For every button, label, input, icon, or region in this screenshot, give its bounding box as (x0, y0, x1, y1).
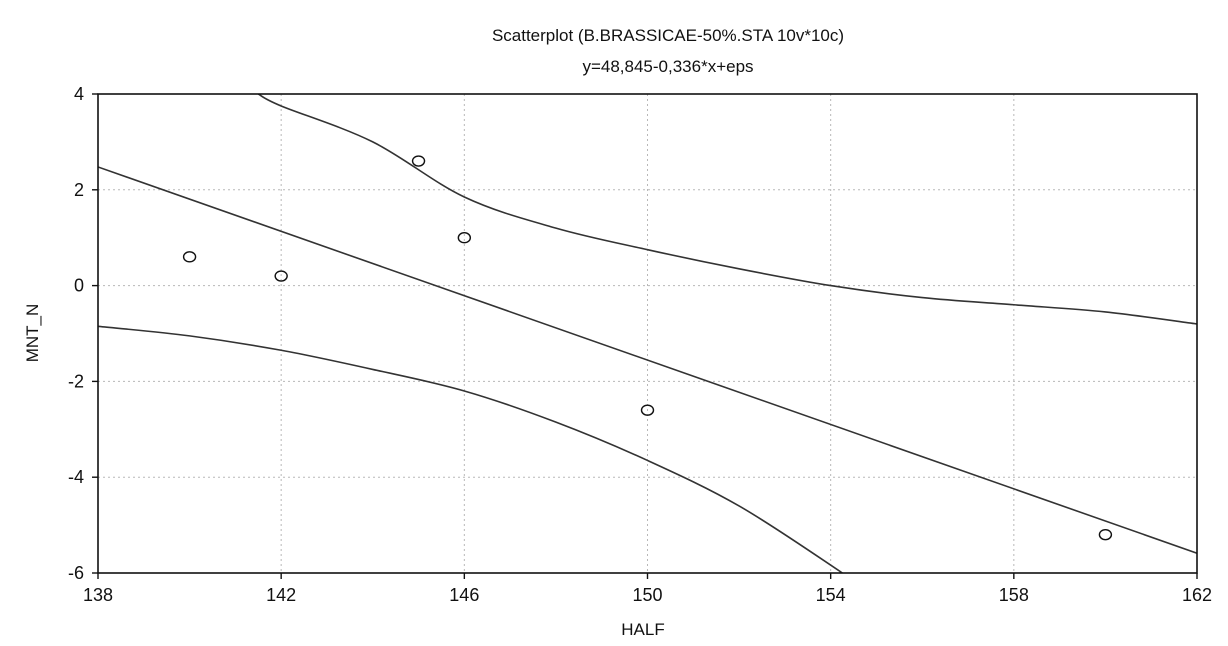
y-tick-label--4: -4 (68, 467, 84, 487)
regression-line (98, 166, 1197, 554)
lower-confidence-curve (98, 325, 844, 573)
y-tick-label-0: 0 (74, 276, 84, 296)
x-tick-label-158: 158 (999, 585, 1029, 605)
grid-layer (98, 94, 1197, 573)
data-point-5 (640, 404, 655, 416)
upper-confidence-curve (257, 94, 1197, 325)
axes-layer: 138 142 146 150 154 158 162 4 2 0 -2 -4 -6 (68, 84, 1212, 605)
y-tick-label--2: -2 (68, 371, 84, 391)
clipped-series (98, 94, 1197, 573)
series-layer (98, 94, 1197, 573)
data-point-1 (182, 251, 197, 263)
x-tick-label-154: 154 (816, 585, 846, 605)
y-axis-label: MNT_N (23, 304, 42, 363)
y-tick-label-4: 4 (74, 84, 84, 104)
data-point-4 (457, 231, 472, 244)
x-tick-label-138: 138 (83, 585, 113, 605)
data-point-3 (411, 155, 426, 167)
data-point-6 (1098, 528, 1113, 541)
y-tick-label-2: 2 (74, 180, 84, 200)
x-tick-label-150: 150 (632, 585, 662, 605)
x-tick-label-142: 142 (266, 585, 296, 605)
x-axis-label: HALF (621, 620, 664, 639)
x-tick-label-146: 146 (449, 585, 479, 605)
chart-title: Scatterplot (B.BRASSICAE-50%.STA 10v*10c… (492, 26, 844, 45)
y-tick-label--6: -6 (68, 563, 84, 583)
data-point-2 (274, 270, 288, 282)
x-tick-label-162: 162 (1182, 585, 1212, 605)
chart-subtitle: y=48,845-0,336*x+eps (582, 57, 753, 76)
